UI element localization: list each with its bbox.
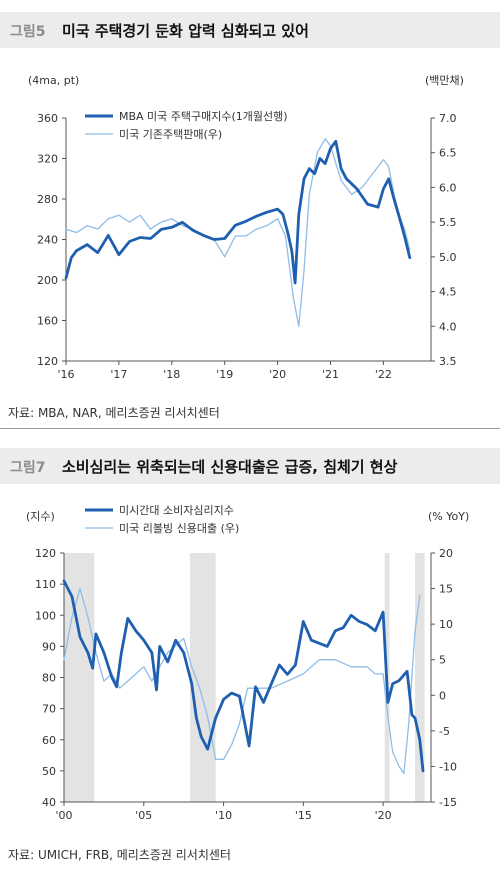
left-tick-label: 60 [42, 734, 56, 747]
right-tick-label: 4.0 [439, 320, 457, 333]
left-tick-label: 80 [42, 672, 56, 685]
figure-5-header: 그림5 미국 주택경기 둔화 압력 심화되고 있어 [0, 12, 500, 48]
right-tick-label: -10 [439, 760, 457, 773]
left-axis-unit: (4ma, pt) [28, 74, 79, 87]
figure-5-chart: (4ma, pt) (백만채) 120 160 200 240 280 320 360 3.5… [28, 74, 464, 381]
figure-5-title: 미국 주택경기 둔화 압력 심화되고 있어 [62, 22, 309, 40]
x-tick-label: '19 [216, 368, 233, 381]
right-tick-label: 15 [439, 583, 453, 596]
right-tick-label: 5.0 [439, 251, 457, 264]
right-tick-label: 0 [439, 689, 446, 702]
legend-label: 미시간대 소비자심리지수 [119, 504, 234, 517]
right-tick-label: -5 [439, 725, 450, 738]
right-tick-label: 5 [439, 654, 446, 667]
left-axis-unit: (지수) [26, 510, 55, 523]
left-tick-label: 120 [37, 355, 58, 368]
left-tick-label: 240 [37, 234, 58, 247]
x-tick-label: '05 [135, 809, 152, 822]
figure-7-number: 그림7 [10, 460, 46, 476]
x-tick-label: '18 [163, 368, 180, 381]
left-tick-label: 90 [42, 640, 56, 653]
x-tick-label: '17 [110, 368, 127, 381]
figure-5-bottom-rule [0, 428, 500, 429]
right-tick-label: 6.0 [439, 181, 457, 194]
recession-shading [190, 553, 216, 802]
right-axis-unit: (백만채) [425, 74, 464, 87]
legend-label: 미국 리볼빙 신용대출 (우) [119, 522, 239, 535]
x-tick-label: '10 [215, 809, 232, 822]
right-tick-label: 3.5 [439, 355, 457, 368]
series-line-primary [62, 579, 425, 773]
x-tick-label: '21 [322, 368, 339, 381]
recession-shading [64, 553, 95, 802]
left-tick-label: 70 [42, 703, 56, 716]
right-tick-label: 10 [439, 618, 453, 631]
left-tick-label: 200 [37, 274, 58, 287]
x-tick-label: '22 [375, 368, 392, 381]
figure-7-header: 그림7 소비심리는 위축되는데 신용대출은 급증, 침체기 현상 [0, 448, 500, 484]
legend-label: MBA 미국 주택구매지수(1개월선행) [119, 110, 288, 123]
x-tick-label: '15 [295, 809, 312, 822]
left-tick-label: 40 [42, 796, 56, 809]
left-tick-label: 110 [35, 578, 56, 591]
figure-5-source: 자료: MBA, NAR, 메리츠증권 리서치센터 [8, 406, 220, 420]
series-line-primary [64, 139, 412, 285]
x-tick-label: '00 [55, 809, 72, 822]
right-tick-label: -15 [439, 796, 457, 809]
left-tick-label: 320 [37, 153, 58, 166]
right-tick-label: 4.5 [439, 286, 457, 299]
x-tick-label: '16 [57, 368, 74, 381]
right-tick-label: 7.0 [439, 112, 457, 125]
recession-shading [415, 553, 425, 802]
left-tick-label: 160 [37, 315, 58, 328]
legend-label: 미국 기존주택판매(우) [119, 128, 222, 141]
right-tick-label: 20 [439, 547, 453, 560]
right-tick-label: 6.5 [439, 147, 457, 160]
x-tick-label: '20 [375, 809, 392, 822]
figure-5-number: 그림5 [10, 24, 46, 40]
x-tick-label: '20 [269, 368, 286, 381]
figure-7-source: 자료: UMICH, FRB, 메리츠증권 리서치센터 [8, 848, 231, 862]
figure-7-title: 소비심리는 위축되는데 신용대출은 급증, 침체기 현상 [62, 458, 398, 476]
figure-7-chart: (지수) (% YoY) 405060708090100110120-15-10… [26, 504, 469, 822]
right-axis-unit: (% YoY) [428, 510, 469, 523]
series-line-secondary [65, 138, 411, 327]
right-tick-label: 5.5 [439, 216, 457, 229]
left-tick-label: 100 [35, 609, 56, 622]
left-tick-label: 120 [35, 547, 56, 560]
left-tick-label: 50 [42, 765, 56, 778]
left-tick-label: 360 [37, 112, 58, 125]
left-tick-label: 280 [37, 193, 58, 206]
